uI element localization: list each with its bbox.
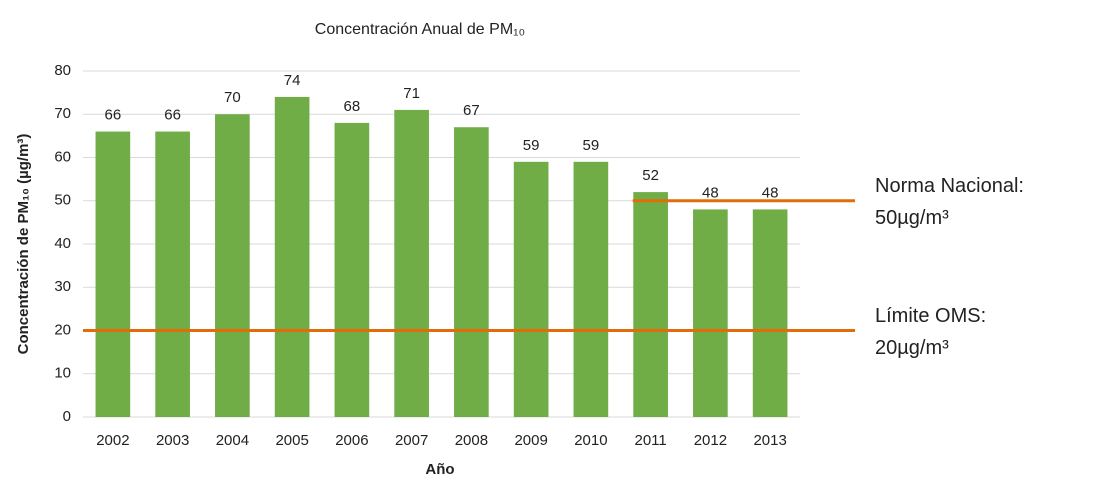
bar: [95, 131, 131, 418]
x-tick-label: 2009: [514, 432, 547, 449]
bar: [573, 161, 609, 417]
y-axis-label: Concentración de PM₁₀ (µg/m³): [15, 134, 32, 355]
data-label: 68: [344, 98, 361, 115]
x-tick-label: 2006: [335, 432, 368, 449]
x-axis-label: Año: [425, 461, 454, 478]
x-tick-label: 2004: [216, 432, 249, 449]
y-tick-label: 50: [54, 192, 71, 209]
data-label: 66: [105, 107, 122, 124]
y-tick-label: 80: [54, 62, 71, 79]
x-tick-label: 2007: [395, 432, 428, 449]
reference-label: 50µg/m³: [875, 207, 949, 229]
x-tick-label: 2005: [275, 432, 308, 449]
bar: [513, 161, 549, 417]
x-tick-label: 2003: [156, 432, 189, 449]
bar: [454, 127, 489, 417]
y-tick-label: 20: [54, 321, 71, 338]
data-label: 48: [762, 184, 779, 201]
data-label: 67: [463, 102, 480, 119]
data-label: 59: [583, 137, 600, 154]
y-tick-label: 40: [54, 235, 71, 252]
data-label: 71: [403, 85, 420, 102]
bar: [752, 209, 788, 417]
bar: [693, 209, 728, 417]
reference-label: Límite OMS:: [875, 305, 986, 327]
bar: [274, 96, 310, 417]
x-tick-label: 2011: [634, 432, 666, 449]
bar: [334, 122, 370, 418]
x-tick-label: 2002: [96, 432, 129, 449]
x-tick-label: 2010: [574, 432, 607, 449]
data-label: 48: [702, 184, 719, 201]
y-tick-label: 0: [63, 408, 71, 425]
reference-label: 20µg/m³: [875, 337, 949, 359]
data-label: 66: [164, 107, 181, 124]
bar: [394, 109, 429, 418]
data-label: 74: [284, 72, 301, 89]
y-tick-label: 10: [54, 365, 71, 382]
data-label: 70: [224, 89, 241, 106]
y-tick-label: 60: [54, 148, 71, 165]
reference-label: Norma Nacional:: [875, 175, 1024, 197]
data-label: 59: [523, 137, 540, 154]
x-tick-label: 2012: [694, 432, 727, 449]
y-tick-label: 30: [54, 278, 71, 295]
x-tick-label: 2008: [455, 432, 488, 449]
bar: [215, 114, 250, 417]
bar: [633, 192, 668, 417]
data-label: 52: [642, 167, 659, 184]
chart-title: Concentración Anual de PM₁₀: [315, 21, 525, 38]
y-tick-label: 70: [54, 105, 71, 122]
bar: [155, 131, 190, 418]
x-tick-label: 2013: [753, 432, 786, 449]
